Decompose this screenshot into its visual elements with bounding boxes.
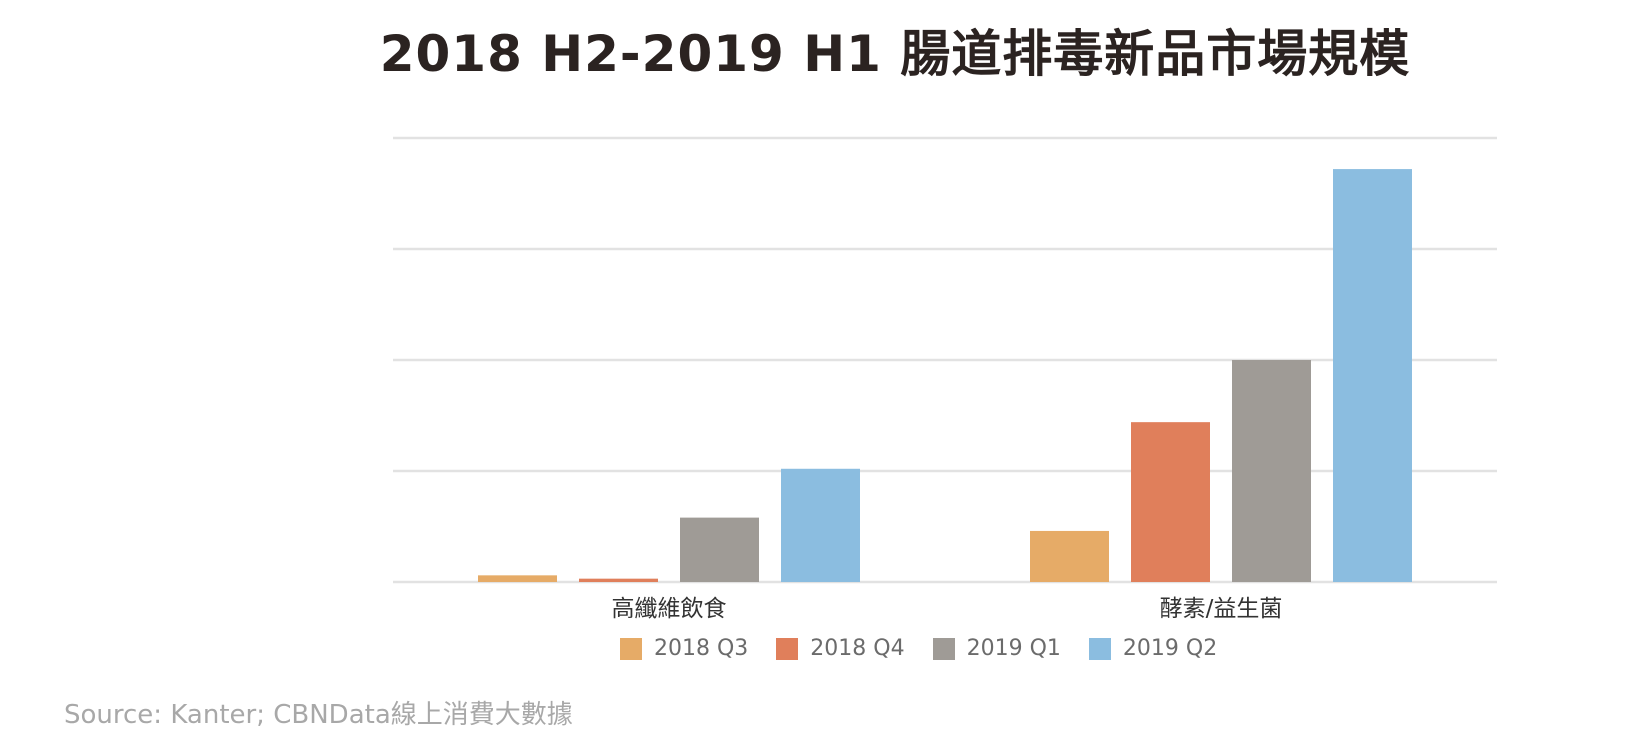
- bar: [1030, 530, 1109, 582]
- category-label: 高纖維飲食: [612, 596, 727, 622]
- legend: 2018 Q3 2018 Q4 2019 Q1 2019 Q2: [620, 636, 1217, 661]
- legend-item: 2019 Q1: [932, 636, 1061, 661]
- gridlines: [393, 136, 1497, 584]
- legend-label: 2019 Q1: [966, 636, 1061, 661]
- legend-swatch: [932, 637, 955, 660]
- bar: [1333, 169, 1412, 582]
- category-label: 酵素/益生菌: [1160, 596, 1283, 622]
- legend-item: 2018 Q4: [776, 636, 905, 661]
- bar: [1131, 422, 1210, 582]
- bars: [478, 169, 1412, 582]
- bar: [781, 468, 860, 582]
- legend-label: 2018 Q4: [810, 636, 905, 661]
- source-note: Source: Kanter; CBNData線上消費大數據: [64, 700, 573, 730]
- legend-item: 2018 Q3: [620, 636, 748, 661]
- category-labels: 高纖維飲食 酵素/益生菌: [612, 596, 1283, 622]
- chart-title: 2018 H2-2019 H1 腸道排毒新品市場規模: [379, 25, 1411, 83]
- legend-label: 2018 Q3: [654, 636, 749, 661]
- bar: [478, 575, 557, 582]
- bar: [579, 578, 658, 582]
- legend-label: 2019 Q2: [1122, 636, 1218, 661]
- bar: [680, 517, 759, 582]
- legend-swatch: [620, 637, 642, 660]
- legend-swatch: [1088, 637, 1111, 660]
- legend-swatch: [776, 637, 799, 660]
- bar: [1232, 360, 1311, 582]
- legend-item: 2019 Q2: [1088, 636, 1218, 661]
